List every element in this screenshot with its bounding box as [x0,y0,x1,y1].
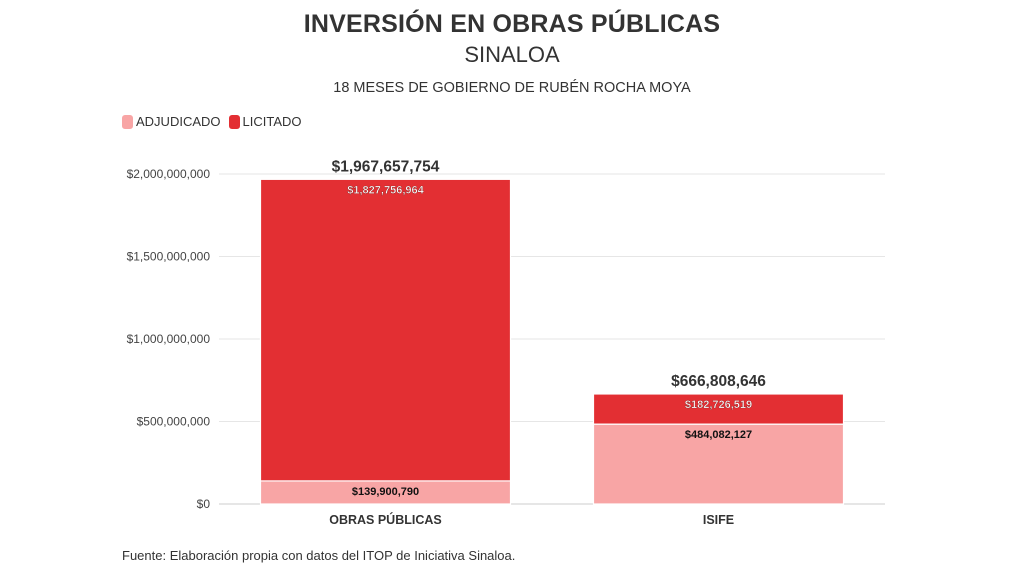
y-tick-label: $2,000,000,000 [127,167,211,181]
bar-segment-licitado [592,393,845,425]
y-tick-label: $1,500,000,000 [127,250,211,264]
bar-total-label: $666,808,646 [671,373,766,390]
legend: ADJUDICADO LICITADO [122,114,310,129]
chart-title: INVERSIÓN EN OBRAS PÚBLICAS [303,10,721,38]
legend-label-adjudicado: ADJUDICADO [136,114,221,129]
bar-segment-label: $182,726,519 [685,399,752,411]
legend-item-adjudicado[interactable]: ADJUDICADO [122,114,221,129]
y-tick-label: $0 [197,497,211,511]
chart-subtitle-period: 18 MESES DE GOBIERNO DE RUBÉN ROCHA MOYA [333,80,691,96]
source-note: Fuente: Elaboración propia con datos del… [122,548,516,563]
y-tick-label: $500,000,000 [137,415,211,429]
x-category-label: ISIFE [703,513,734,527]
chart-subtitle: SINALOA [464,42,560,67]
legend-label-licitado: LICITADO [242,114,302,129]
y-tick-label: $1,000,000,000 [127,332,211,346]
legend-item-licitado[interactable]: LICITADO [228,114,302,129]
bar-segment-adjudicado [592,423,845,505]
bar-total-label: $1,967,657,754 [332,158,440,175]
bar-segment-label: $484,082,127 [685,429,752,441]
x-category-label: OBRAS PÚBLICAS [329,512,442,527]
bar-segment-label: $139,900,790 [352,486,419,498]
legend-swatch-licitado [228,114,240,129]
bar-segment-licitado [259,178,512,482]
legend-swatch-adjudicado [122,114,133,129]
bar-segment-label: $1,827,756,964 [347,184,424,196]
